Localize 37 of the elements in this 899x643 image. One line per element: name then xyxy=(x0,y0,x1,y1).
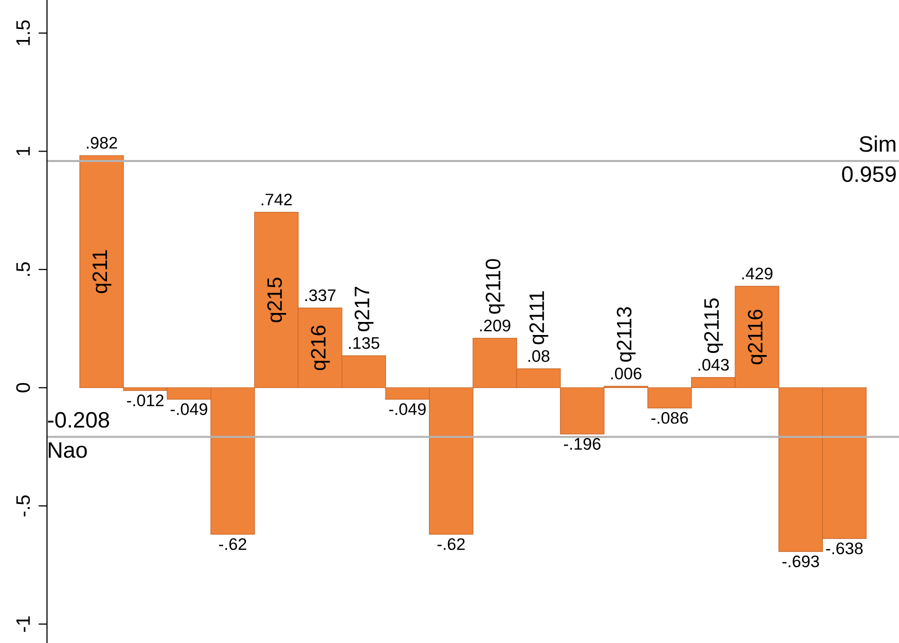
data-label: .209 xyxy=(480,320,510,332)
x-tick-label: q2113 xyxy=(616,307,636,362)
x-tick-label: q217 xyxy=(354,286,374,332)
x-tick-label: q2111 xyxy=(529,291,548,344)
annotation: 0.959 xyxy=(842,166,896,182)
data-label: .337 xyxy=(305,289,336,302)
data-label: .08 xyxy=(528,350,550,362)
x-tick-label: q2116 xyxy=(748,310,767,364)
y-tick-label: -.5 xyxy=(16,495,30,516)
ref-line-label: Nao xyxy=(48,442,87,458)
data-label: .135 xyxy=(349,337,380,349)
x-tick-label: q2115 xyxy=(704,298,724,354)
data-label: -.62 xyxy=(438,538,465,550)
x-tick-label: q216 xyxy=(310,326,330,370)
data-label: .982 xyxy=(86,136,117,149)
annotation: -0.208 xyxy=(48,412,110,428)
data-label: -.012 xyxy=(127,394,164,406)
data-label: -.196 xyxy=(564,438,600,450)
x-tick-label: q211 xyxy=(92,250,112,294)
y-tick-label: .5 xyxy=(16,262,30,276)
y-tick-label: 1 xyxy=(16,146,30,156)
data-label: .043 xyxy=(698,358,729,371)
data-label: -.049 xyxy=(170,403,208,416)
y-tick-label: 0 xyxy=(16,383,30,392)
y-tick-label: -1 xyxy=(16,616,30,632)
data-label: -.693 xyxy=(782,556,819,568)
data-label: -.62 xyxy=(219,538,246,550)
data-label: .742 xyxy=(262,194,292,206)
data-label: -.086 xyxy=(651,412,688,424)
x-tick-label: q215 xyxy=(267,278,286,322)
data-label: -.638 xyxy=(826,542,863,554)
data-label: .429 xyxy=(742,268,772,280)
data-label: -.049 xyxy=(389,403,426,416)
y-tick-label: 1.5 xyxy=(16,20,30,46)
x-tick-label: q2110 xyxy=(486,259,505,314)
data-label: .006 xyxy=(611,368,642,380)
ref-line-label: Sim xyxy=(860,136,896,152)
